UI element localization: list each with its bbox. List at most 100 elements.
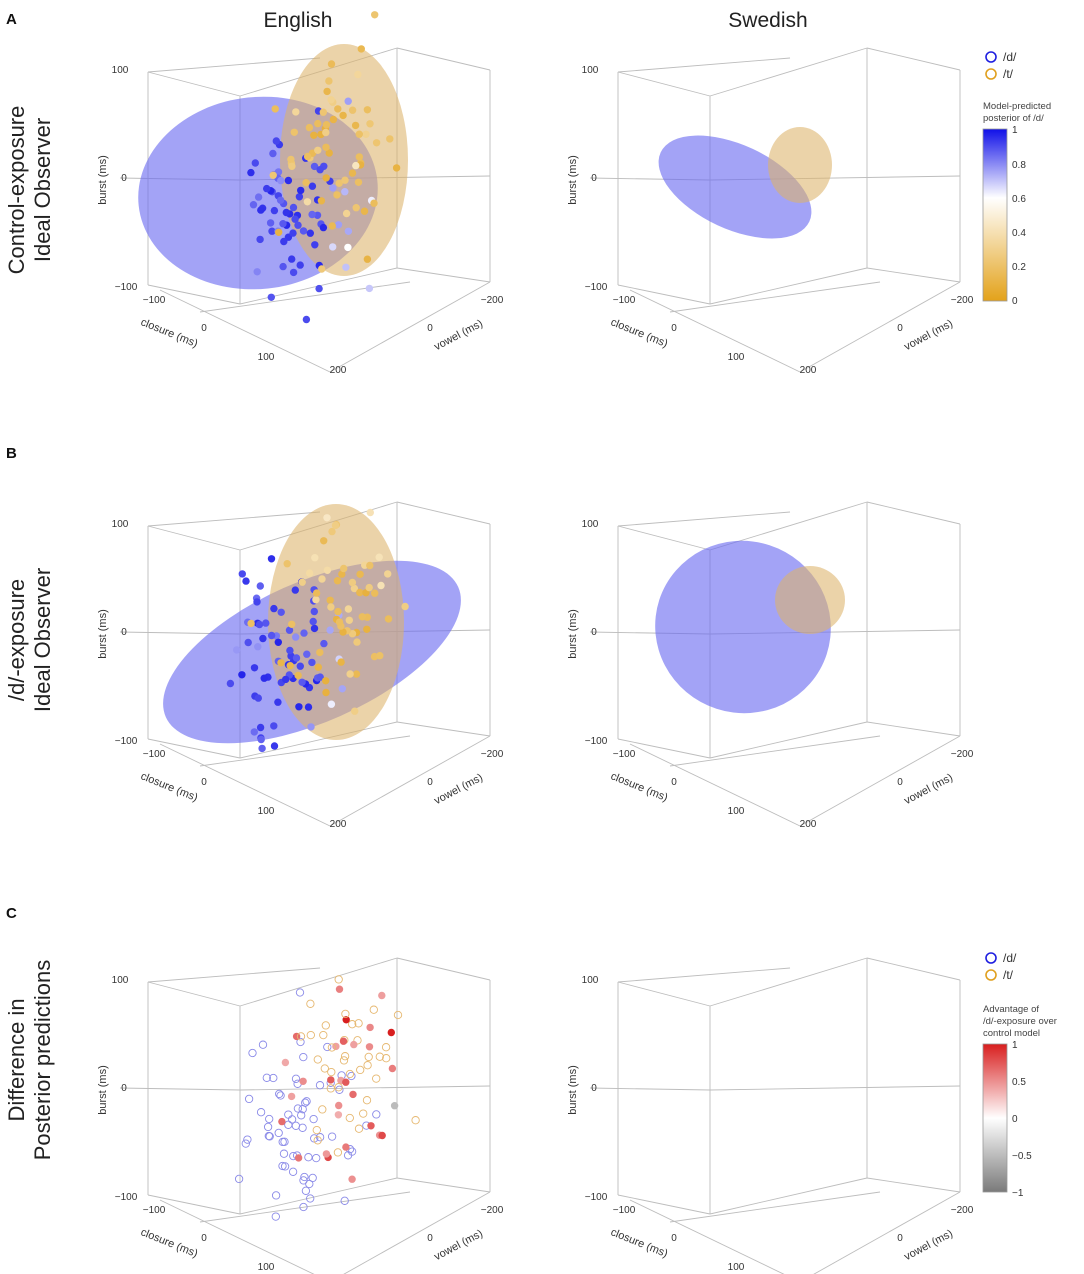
point-t-2-50 — [288, 620, 296, 628]
point-d-2-67 — [255, 620, 264, 629]
point-t-4-40 — [312, 1125, 321, 1135]
point-d-4-11 — [299, 1202, 308, 1212]
point-d-2-5 — [295, 703, 303, 711]
colorbar-posterior-tick-0-8: 0.8 — [1012, 160, 1026, 171]
row-label-a-line1: Control-exposure — [4, 106, 29, 275]
point-t-0-21 — [335, 179, 343, 187]
point-d-4-52 — [284, 1120, 293, 1129]
tick-vowel-m200-2: −200 — [481, 749, 504, 760]
point-t-4-8 — [296, 1032, 306, 1041]
point-t-0-10 — [366, 120, 374, 128]
point-d-4-63 — [271, 1212, 280, 1221]
point-d-4-8 — [298, 1123, 307, 1132]
point-d-0-50 — [315, 284, 323, 293]
point-t-4-6 — [367, 1122, 375, 1130]
point-t-2-42 — [384, 615, 393, 623]
point-t-2-41 — [340, 564, 348, 573]
point-t-2-11 — [338, 570, 346, 578]
point-d-4-54 — [348, 1175, 356, 1183]
grid-line-4-7 — [147, 967, 321, 983]
point-d-0-58 — [272, 137, 280, 145]
point-t-4-43 — [340, 1052, 350, 1061]
colorbar-posterior-tick-0: 0 — [1012, 296, 1018, 307]
axis-label-burst-2: burst (ms) — [97, 609, 109, 659]
grid-line-0-10 — [147, 284, 241, 305]
row-label-c-line1: Difference in — [4, 998, 29, 1121]
legend-d-label: /d/ — [1003, 50, 1017, 64]
point-t-4-22 — [362, 1096, 372, 1105]
axis-label-burst-4: burst (ms) — [97, 1065, 109, 1115]
point-d-0-12 — [256, 235, 264, 244]
point-t-0-45 — [386, 135, 394, 143]
point-d-0-52 — [289, 268, 298, 277]
row-label-b: /d/-exposure Ideal Observer — [4, 568, 55, 712]
point-d-2-63 — [304, 703, 313, 711]
colorbar-advantage-title-2: /d/-exposure over — [983, 1016, 1057, 1027]
point-d-2-32 — [259, 634, 267, 643]
grid-line-3-11 — [709, 721, 868, 759]
point-t-0-25 — [342, 209, 351, 218]
point-t-2-35 — [352, 670, 361, 678]
grid-line-3-7 — [617, 511, 791, 527]
point-t-4-45 — [334, 975, 343, 984]
point-d-0-55 — [267, 293, 275, 301]
point-d-4-31 — [258, 1040, 268, 1049]
point-d-0-35 — [268, 227, 276, 235]
point-d-4-22 — [287, 1092, 296, 1101]
point-t-0-39 — [355, 153, 363, 161]
axis-label-burst-0: burst (ms) — [97, 155, 109, 205]
grid-line-4-12 — [396, 1177, 491, 1193]
point-t-0-0 — [348, 106, 357, 114]
point-t-4-57 — [372, 1074, 381, 1083]
point-d-2-52 — [286, 646, 294, 655]
legend-d-marker — [985, 51, 997, 63]
point-d-0-53 — [294, 221, 302, 229]
tick-burst-100-3: 100 — [582, 519, 599, 530]
point-d-0-64 — [279, 262, 287, 271]
point-t-0-58 — [355, 130, 363, 138]
tick-closure-100-5: 100 — [728, 1262, 745, 1273]
grid-line-0-6 — [396, 47, 491, 71]
tick-closure-0-5: 0 — [671, 1233, 677, 1244]
row-label-c-line2: Posterior predictions — [30, 960, 55, 1161]
point-t-2-57 — [363, 625, 371, 633]
grid-line-5-5 — [709, 957, 868, 1007]
point-d-4-60 — [264, 1131, 273, 1141]
point-d-4-59 — [241, 1139, 250, 1148]
point-d-2-13 — [238, 570, 246, 578]
tick-closure-0-2: 0 — [201, 777, 207, 788]
grid-line-5-4 — [617, 981, 711, 1007]
point-t-2-59 — [298, 578, 306, 586]
point-d-2-22 — [310, 607, 318, 616]
point-t-2-2 — [348, 630, 357, 638]
tick-vowel-m200-5: −200 — [951, 1205, 974, 1216]
point-d-2-6 — [250, 728, 258, 736]
point-t-0-34 — [354, 178, 363, 186]
point-d-2-30 — [338, 685, 346, 693]
point-d-0-44 — [266, 219, 275, 227]
point-t-2-61 — [345, 616, 353, 624]
legend-top: /d/ /t/ — [985, 50, 1017, 81]
point-d-2-28 — [270, 604, 278, 613]
point-d-2-29 — [238, 671, 246, 679]
colorbar-advantage-title-1: Advantage of — [983, 1004, 1039, 1015]
grid-line-5-13 — [629, 1199, 785, 1274]
point-t-4-51 — [350, 1040, 358, 1049]
point-t-2-56 — [371, 589, 379, 597]
point-d-0-40 — [295, 193, 304, 201]
point-t-2-33 — [328, 527, 336, 536]
grid-lines-5 — [589, 957, 961, 1274]
grid-line-3-10 — [617, 738, 711, 759]
point-t-2-45 — [334, 607, 342, 616]
grid-line-2-10 — [147, 738, 241, 759]
grid-line-1-14 — [799, 281, 961, 373]
tick-burst-100-4: 100 — [112, 975, 129, 986]
panel-label-c: C — [6, 905, 17, 922]
point-d-4-2 — [256, 1108, 266, 1117]
point-t-0-35 — [325, 77, 333, 85]
grid-line-3-4 — [617, 525, 711, 551]
tick-vowel-0-0: 0 — [427, 323, 433, 334]
point-d-4-62 — [243, 1135, 252, 1144]
point-d-2-33 — [262, 619, 270, 627]
